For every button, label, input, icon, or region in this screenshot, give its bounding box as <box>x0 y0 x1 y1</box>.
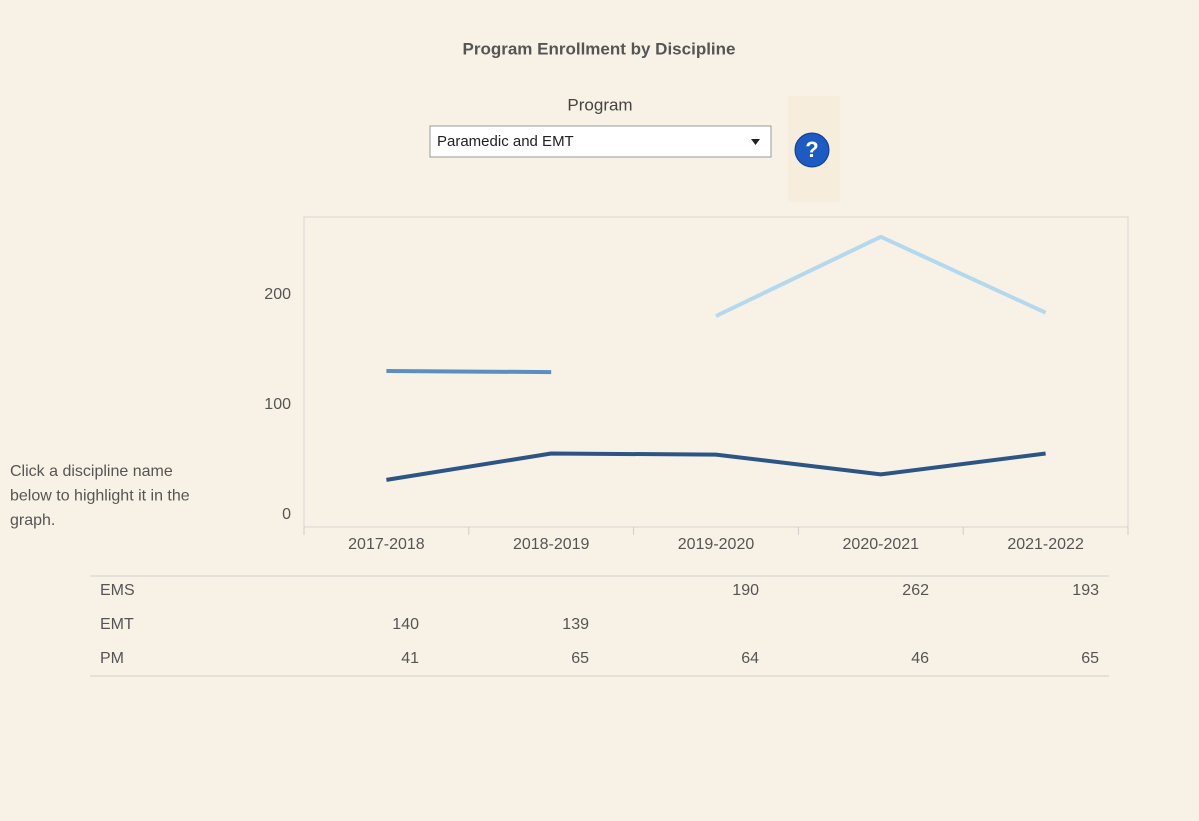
dropdown-box[interactable] <box>429 125 772 158</box>
x-tick-label: 2017-2018 <box>348 536 425 553</box>
note-line: graph. <box>10 512 55 529</box>
dashboard-title: Program Enrollment by Discipline <box>462 39 735 58</box>
table-value: 139 <box>562 616 589 633</box>
help-button[interactable]: ? <box>794 132 830 168</box>
table-value: 41 <box>401 650 419 667</box>
table-value: 64 <box>741 650 759 667</box>
table-value: 193 <box>1072 582 1099 599</box>
dropdown-value[interactable]: Paramedic and EMT <box>437 133 574 150</box>
x-tick-label: 2021-2022 <box>1007 536 1084 553</box>
discipline-name[interactable]: EMS <box>100 582 135 599</box>
x-tick-label: 2019-2020 <box>678 536 755 553</box>
note-line: Click a discipline name <box>10 463 173 480</box>
filter-label: Program <box>567 95 632 114</box>
series-line <box>386 451 1046 482</box>
y-tick-label: 100 <box>264 396 291 413</box>
table-value: 46 <box>911 650 929 667</box>
table-value: 190 <box>732 582 759 599</box>
discipline-name[interactable]: EMT <box>100 616 134 633</box>
y-tick-label: 0 <box>282 506 291 523</box>
table-value: 262 <box>902 582 929 599</box>
x-tick-label: 2020-2021 <box>843 536 920 553</box>
help-circle[interactable] <box>794 132 830 168</box>
y-tick-label: 200 <box>264 286 291 303</box>
note-line: below to highlight it in the <box>10 488 190 505</box>
program-dropdown[interactable]: Paramedic and EMT <box>429 125 772 158</box>
discipline-name[interactable]: PM <box>100 650 124 667</box>
dropdown-arrow[interactable] <box>751 139 760 145</box>
table-value: 65 <box>571 650 589 667</box>
table-value: 140 <box>392 616 419 633</box>
series-line <box>715 234 1047 318</box>
series-line <box>386 369 552 375</box>
plot-frame <box>303 216 1129 528</box>
x-tick-label: 2018-2019 <box>513 536 590 553</box>
help-icon[interactable]: ? <box>805 137 818 162</box>
table-value: 65 <box>1081 650 1099 667</box>
